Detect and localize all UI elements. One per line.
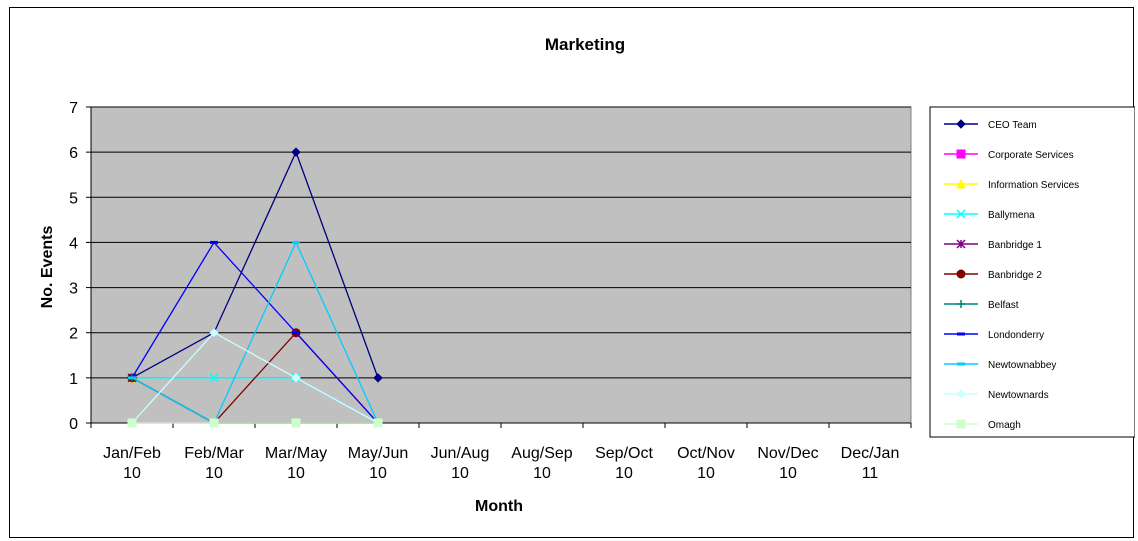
legend-swatch-marker — [956, 239, 966, 249]
y-tick-label: 0 — [69, 416, 78, 433]
legend-label: Banbridge 1 — [988, 240, 1042, 251]
legend-item-banbridge-2: Banbridge 2 — [944, 269, 1042, 281]
data-point-newtownabbey — [292, 240, 300, 244]
y-tick-label: 3 — [69, 281, 78, 298]
data-point-ballymena — [209, 373, 219, 383]
legend-swatch-marker — [956, 419, 966, 429]
legend-item-omagh: Omagh — [944, 419, 1021, 431]
x-axis-title: Month — [475, 498, 523, 515]
legend-swatch-marker — [956, 209, 966, 219]
data-point-londonderry — [292, 331, 300, 335]
legend-swatch-marker — [956, 149, 966, 159]
legend-label: Ballymena — [988, 210, 1035, 221]
series-line-newtownards — [131, 331, 379, 424]
x-tick-label: Jan/Feb 10 — [103, 445, 161, 482]
legend-label: Belfast — [988, 300, 1019, 311]
x-tick-label: May/Jun 10 — [348, 445, 408, 482]
legend-label: Newtownards — [988, 390, 1049, 401]
x-tick-label: Jun/Aug 10 — [431, 445, 490, 482]
y-tick-label: 7 — [69, 100, 78, 117]
plot-background — [90, 106, 912, 424]
y-tick-label: 2 — [69, 326, 78, 343]
legend-item-belfast: Belfast — [944, 300, 1019, 311]
legend-item-londonderry: Londonderry — [944, 330, 1044, 341]
legend-item-banbridge-1: Banbridge 1 — [944, 239, 1042, 251]
legend-label: Banbridge 2 — [988, 270, 1042, 281]
series-line-londonderry — [131, 241, 379, 424]
legend-label: Londonderry — [988, 330, 1044, 341]
y-tick-label: 4 — [69, 235, 78, 252]
line-chart: Marketing 0 1 2 3 4 5 6 7 Jan/Feb 10 Feb/Mar 10 Mar/… — [39, 35, 1135, 515]
x-tick-label: Oct/Nov 10 — [677, 445, 735, 482]
chart-frame: Marketing 0 1 2 3 4 5 6 7 Jan/Feb 10 Feb/Mar 10 Mar/… — [9, 7, 1135, 538]
data-point-newtownards — [209, 328, 219, 338]
x-tick-label: Dec/Jan 11 — [841, 445, 900, 482]
series-line-newtownabbey — [131, 240, 379, 424]
y-tick-label: 1 — [69, 371, 78, 388]
data-point-ceo-team — [373, 373, 383, 383]
y-axis-title: No. Events — [39, 226, 56, 309]
legend-swatch-marker — [956, 178, 966, 189]
x-tick-label: Nov/Dec 10 — [757, 445, 818, 482]
data-point-omagh — [291, 418, 301, 428]
x-tick-label: Feb/Mar 10 — [184, 445, 244, 482]
data-point-omagh — [373, 418, 383, 428]
x-tick-label: Mar/May 10 — [265, 445, 327, 482]
data-point-ceo-team — [291, 147, 301, 157]
legend-item-newtownards: Newtownards — [944, 389, 1049, 401]
legend-swatch-marker — [956, 389, 966, 399]
legend-label: Information Services — [988, 180, 1079, 191]
data-point-newtownabbey — [128, 376, 136, 380]
x-tick-label: Sep/Oct 10 — [595, 445, 653, 482]
data-point-londonderry — [210, 240, 218, 244]
y-tick-label: 6 — [69, 145, 78, 162]
legend-label: Newtownabbey — [988, 360, 1056, 371]
data-point-newtownards — [291, 373, 301, 383]
legend-swatch-marker — [956, 119, 966, 129]
legend-label: Omagh — [988, 420, 1021, 431]
data-point-omagh — [209, 418, 219, 428]
series-omagh — [127, 418, 383, 428]
legend-item-corporate-services: Corporate Services — [944, 149, 1074, 161]
plot-area: 0 1 2 3 4 5 6 7 Jan/Feb 10 Feb/Mar 10 Mar/May 10 May/J… — [69, 100, 912, 482]
chart-title: Marketing — [545, 35, 625, 54]
legend-swatch-marker — [957, 362, 965, 366]
legend-swatch-marker — [957, 300, 965, 308]
data-point-omagh — [127, 418, 137, 428]
legend-swatch-marker — [957, 332, 965, 336]
legend-item-newtownabbey: Newtownabbey — [944, 360, 1056, 371]
legend-item-information-services: Information Services — [944, 178, 1079, 191]
y-tick-label: 5 — [69, 190, 78, 207]
legend-label: CEO Team — [988, 120, 1037, 131]
legend-label: Corporate Services — [988, 150, 1074, 161]
legend-swatch-marker — [956, 269, 966, 279]
legend-item-ballymena: Ballymena — [944, 209, 1035, 221]
legend-item-ceo-team: CEO Team — [944, 119, 1037, 131]
x-tick-label: Aug/Sep 10 — [511, 445, 572, 482]
legend: CEO Team Corporate Services Information Se… — [929, 106, 1135, 438]
series-line-ceo-team — [131, 150, 379, 379]
